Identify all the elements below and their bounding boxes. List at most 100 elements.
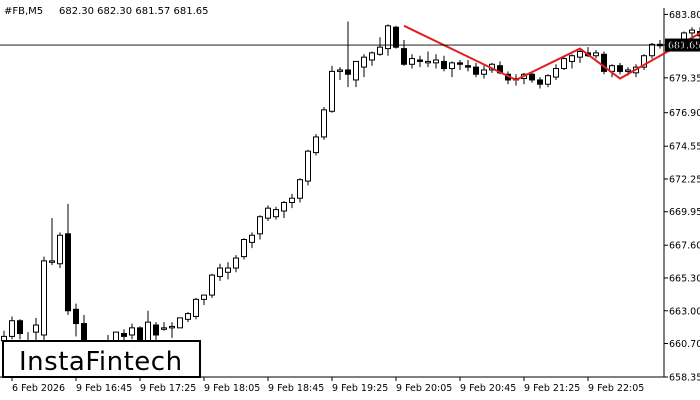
candle bbox=[577, 50, 583, 63]
candle-body bbox=[265, 207, 271, 219]
candle-body bbox=[353, 60, 359, 81]
candle bbox=[369, 51, 375, 66]
candle bbox=[161, 322, 167, 331]
price-tick-label: 681.65 bbox=[669, 41, 700, 52]
time-tick-label: 9 Feb 18:05 bbox=[204, 383, 260, 394]
candle-body bbox=[385, 25, 391, 50]
time-tick-label: 9 Feb 16:45 bbox=[76, 383, 132, 394]
candle bbox=[129, 323, 135, 340]
candle-body bbox=[553, 68, 559, 78]
time-tick-label: 9 Feb 20:05 bbox=[396, 383, 452, 394]
candle bbox=[201, 294, 207, 306]
candle bbox=[553, 64, 559, 80]
price-tick-label: 665.30 bbox=[669, 273, 700, 284]
candle bbox=[49, 218, 55, 266]
candle-body bbox=[49, 260, 55, 263]
candle-body bbox=[577, 50, 583, 58]
candle-body bbox=[473, 66, 479, 75]
candle bbox=[65, 203, 71, 316]
candle bbox=[225, 262, 231, 280]
candle-body bbox=[57, 234, 63, 265]
candle-body bbox=[369, 52, 375, 61]
candle bbox=[249, 232, 255, 249]
candle bbox=[185, 312, 191, 323]
price-axis: 683.80 681.65 679.35 676.90 674.55 672.25 669.… bbox=[664, 10, 700, 384]
time-tick-label: 9 Feb 17:25 bbox=[140, 383, 196, 394]
candle-body bbox=[361, 56, 367, 68]
candle-body bbox=[641, 55, 647, 68]
time-axis: 6 Feb 2026 9 Feb 16:45 9 Feb 17:25 9 Feb 18… bbox=[11, 377, 644, 394]
candle bbox=[401, 40, 407, 66]
candle-body bbox=[433, 59, 439, 64]
candle bbox=[337, 67, 343, 80]
candle bbox=[361, 54, 367, 78]
candle-body bbox=[241, 239, 247, 258]
candle-body bbox=[425, 60, 431, 64]
candle bbox=[481, 65, 487, 79]
candle-body bbox=[225, 267, 231, 273]
current-price-label: 681.65 bbox=[668, 41, 700, 52]
candle bbox=[617, 62, 623, 75]
candle bbox=[425, 51, 431, 68]
candle-body bbox=[529, 73, 535, 81]
price-tick-label: 667.60 bbox=[669, 241, 700, 252]
price-tick-label: 672.25 bbox=[669, 174, 700, 185]
candle-body bbox=[41, 260, 47, 336]
candle-body bbox=[9, 320, 15, 337]
candle bbox=[153, 322, 159, 341]
symbol-label: #FB,M5 bbox=[4, 6, 43, 17]
candle bbox=[385, 24, 391, 56]
candle bbox=[649, 42, 655, 59]
candle-body bbox=[617, 65, 623, 72]
candle-body bbox=[177, 317, 183, 329]
candle bbox=[57, 232, 63, 269]
price-tick-label: 679.35 bbox=[669, 73, 700, 84]
time-tick-label: 9 Feb 21:25 bbox=[524, 383, 580, 394]
price-tick-label: 676.90 bbox=[669, 108, 700, 119]
candle bbox=[457, 60, 463, 70]
candle-body bbox=[569, 55, 575, 62]
time-tick-label: 9 Feb 19:25 bbox=[332, 383, 388, 394]
price-tick-label: 669.95 bbox=[669, 207, 700, 218]
candle-body bbox=[401, 48, 407, 65]
price-tick-label: 658.35 bbox=[669, 373, 700, 384]
candle-body bbox=[281, 201, 287, 212]
candle-body bbox=[249, 234, 255, 243]
candle bbox=[441, 55, 447, 72]
candle-body bbox=[649, 43, 655, 57]
current-price-label-bg bbox=[665, 38, 700, 52]
candle bbox=[417, 55, 423, 68]
candle-body bbox=[273, 209, 279, 218]
candle bbox=[265, 205, 271, 221]
time-tick-label: 9 Feb 18:45 bbox=[268, 383, 324, 394]
candle bbox=[377, 37, 383, 56]
candle-body bbox=[337, 69, 343, 72]
candle bbox=[321, 107, 327, 140]
time-tick-label: 6 Feb 2026 bbox=[12, 383, 65, 394]
candle-body bbox=[33, 324, 39, 333]
candle-body bbox=[465, 65, 471, 68]
candle bbox=[353, 60, 359, 88]
candle-body bbox=[129, 327, 135, 336]
candle bbox=[313, 134, 319, 156]
ohlc-values: 682.30 682.30 681.57 681.65 bbox=[59, 6, 209, 17]
candle bbox=[345, 21, 351, 88]
logo-text: InstaFintech bbox=[19, 347, 183, 377]
candle-body bbox=[193, 298, 199, 317]
candle bbox=[233, 255, 239, 273]
candle-body bbox=[537, 79, 543, 85]
candle-body bbox=[545, 75, 551, 85]
candle bbox=[257, 215, 263, 240]
price-tick-label: 663.00 bbox=[669, 306, 700, 317]
candle-body bbox=[625, 69, 631, 72]
candle-body bbox=[65, 233, 71, 312]
candle bbox=[545, 74, 551, 88]
price-tick-label: 674.55 bbox=[669, 142, 700, 153]
candle bbox=[297, 178, 303, 203]
candle bbox=[537, 77, 543, 89]
candle bbox=[601, 51, 607, 75]
candle-body bbox=[441, 60, 447, 70]
candle bbox=[329, 65, 335, 113]
candle-body bbox=[409, 58, 415, 65]
